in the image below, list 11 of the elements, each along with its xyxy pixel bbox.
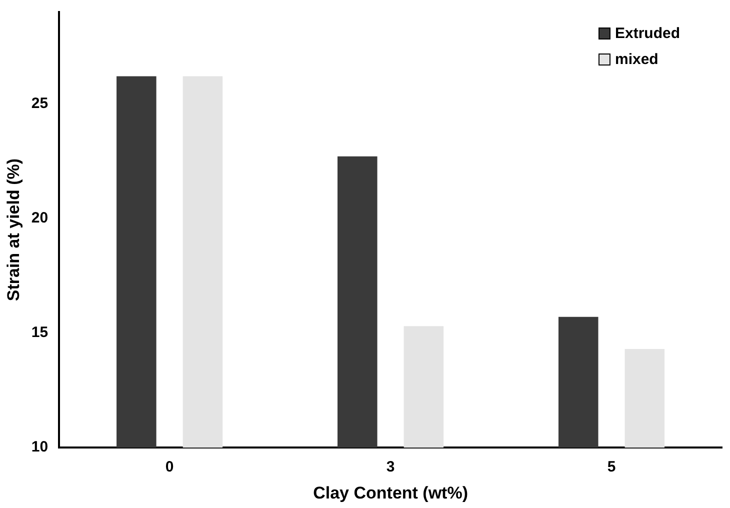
y-tick-label: 25 <box>31 94 48 112</box>
x-tick-label: 3 <box>386 458 395 476</box>
legend-label: mixed <box>614 51 658 68</box>
y-tick-label: 20 <box>31 209 48 226</box>
legend-label: Extruded <box>614 25 680 42</box>
y-tick-label: 15 <box>31 324 48 342</box>
y-axis-title: Strain at yield (%) <box>4 158 23 302</box>
x-tick-label: 5 <box>607 458 616 476</box>
x-tick-label: 0 <box>165 458 174 476</box>
x-axis-title: Clay Content (wt%) <box>313 483 468 502</box>
y-tick-label: 10 <box>31 438 48 456</box>
